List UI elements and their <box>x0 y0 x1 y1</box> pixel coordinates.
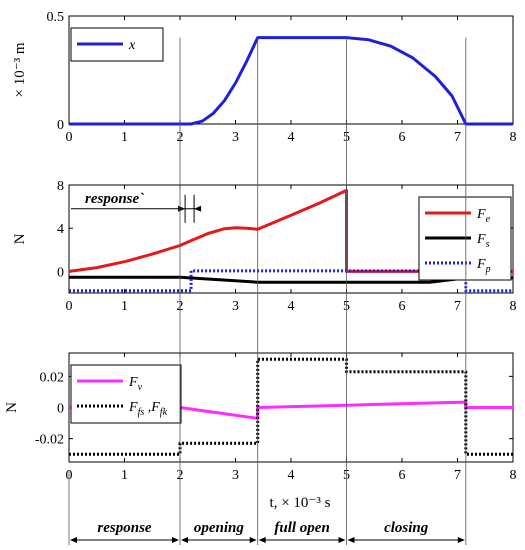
y-tick-label: -0.02 <box>35 433 64 448</box>
x-tick-label: 3 <box>232 130 239 145</box>
y-axis-label: N <box>4 402 20 413</box>
y-tick-label: 0 <box>57 402 64 417</box>
y-tick-label: 0 <box>57 265 64 280</box>
x-tick-label: 1 <box>121 299 128 314</box>
phase-arrowhead <box>70 537 77 543</box>
x-tick-label: 7 <box>454 468 461 483</box>
time-axis-label: t, × 10⁻³ s <box>270 495 331 511</box>
phase-arrowhead <box>457 537 465 543</box>
series-line-fp <box>69 269 513 293</box>
x-tick-label: 6 <box>399 468 406 483</box>
phase-label: opening <box>194 520 245 536</box>
x-tick-label: 1 <box>121 468 128 483</box>
y-axis-label: × 10⁻³ m <box>12 42 28 97</box>
series-line-x <box>69 36 513 126</box>
y-tick-label: 8 <box>57 179 64 194</box>
x-tick-label: 0 <box>66 130 73 145</box>
phase-boundaries <box>68 37 467 545</box>
phase-label: full open <box>274 520 329 536</box>
phase-label: closing <box>384 520 429 536</box>
phase-arrowhead <box>181 537 188 543</box>
annotation-response: response` <box>71 191 202 223</box>
x-tick-label: 7 <box>454 299 461 314</box>
x-tick-label: 8 <box>510 299 517 314</box>
phase-annotations: response opening full open closing <box>70 520 465 543</box>
x-tick-label: 6 <box>399 299 406 314</box>
phase-opening: opening <box>181 520 257 543</box>
x-tick-label: 4 <box>288 468 295 483</box>
legend-box <box>70 364 182 424</box>
y-tick-label: 4 <box>57 222 64 237</box>
legend-label: x <box>128 38 136 53</box>
x-tick-label: 1 <box>121 130 128 145</box>
y-tick-label: 0 <box>57 118 64 133</box>
legend: x <box>70 27 164 62</box>
x-tick-label: 8 <box>510 468 517 483</box>
phase-arrowhead <box>258 537 266 543</box>
annotation-arrowhead <box>194 205 202 212</box>
x-tick-label: 3 <box>232 468 239 483</box>
x-tick-label: 3 <box>232 299 239 314</box>
y-axis-label: N <box>12 233 28 244</box>
phase-response: response <box>70 520 179 543</box>
phase-full-open: full open <box>258 520 346 543</box>
annotation-label: response` <box>85 191 144 207</box>
x-tick-label: 4 <box>288 299 295 314</box>
phase-closing: closing <box>347 520 465 543</box>
phase-arrowhead <box>172 537 179 543</box>
phase-arrowhead <box>249 537 257 543</box>
phase-arrowhead <box>338 537 346 543</box>
x-axis-label: t, × 10⁻³ s <box>270 495 331 511</box>
y-tick-label: 0.5 <box>47 10 65 25</box>
y-tick-label: 0.02 <box>40 370 65 385</box>
x-tick-label: 4 <box>288 130 295 145</box>
phase-label: response <box>97 520 152 536</box>
series-line-fe <box>68 188 513 273</box>
x-tick-label: 0 <box>66 299 73 314</box>
x-tick-label: 6 <box>399 130 406 145</box>
x-tick-label: 8 <box>510 130 517 145</box>
x-tick-label: 7 <box>454 130 461 145</box>
phase-arrowhead <box>347 537 355 543</box>
annotation-arrowhead <box>178 205 186 212</box>
